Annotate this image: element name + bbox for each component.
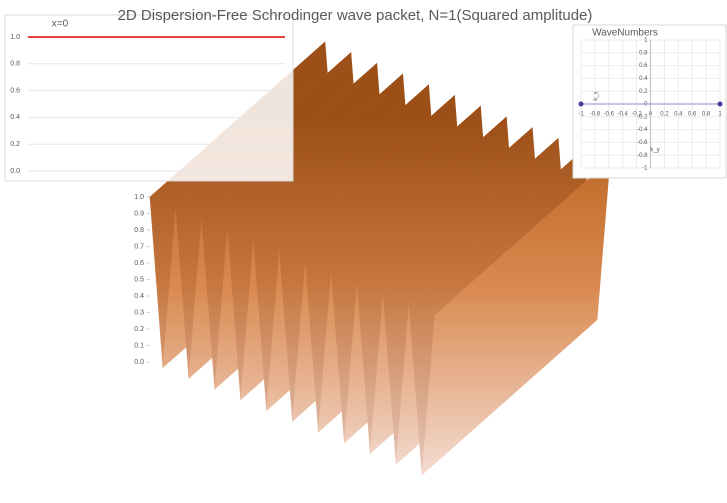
chart-title: 2D Dispersion-Free Schrodinger wave pack… bbox=[118, 7, 593, 24]
x-tick-label: -0.6 bbox=[604, 112, 615, 118]
y-tick-label: 1 bbox=[644, 38, 648, 44]
y-tick-label: 0.6 bbox=[639, 63, 648, 69]
x-tick-label: -0.8 bbox=[590, 112, 601, 118]
z-tick-label: 0.9 bbox=[134, 210, 144, 217]
z-tick-label: 0.8 bbox=[134, 227, 144, 234]
z-tick-label: 0.1 bbox=[134, 342, 144, 349]
y-tick-label: -0.4 bbox=[637, 127, 648, 133]
z-tick-label: 0.0 bbox=[134, 359, 144, 366]
y-tick-label: 0.2 bbox=[10, 141, 20, 148]
x-tick-label: 0.6 bbox=[688, 112, 697, 118]
z-tick-label: 0.5 bbox=[134, 276, 144, 283]
z-tick-label: 0.3 bbox=[134, 309, 144, 316]
x-tick-label: 0.4 bbox=[674, 112, 683, 118]
x-tick-label: 1 bbox=[718, 112, 722, 118]
y-tick-label: 0.4 bbox=[10, 114, 20, 121]
y-tick-label: -0.6 bbox=[637, 140, 648, 146]
y-tick-label: 0.8 bbox=[639, 50, 648, 56]
y-tick-label: 0.8 bbox=[10, 61, 20, 68]
y-tick-label: 0 bbox=[644, 102, 648, 108]
point bbox=[717, 101, 723, 107]
inset-title: x=0 bbox=[52, 19, 69, 30]
z-tick-label: 0.7 bbox=[134, 243, 144, 250]
x-tick-label: -1 bbox=[578, 112, 584, 118]
y-tick-label: -0.2 bbox=[637, 114, 648, 120]
y-axis-label: k_x bbox=[594, 91, 600, 100]
y-tick-label: 0.6 bbox=[10, 87, 20, 94]
y-tick-label: -1 bbox=[642, 166, 648, 172]
z-tick-label: 0.6 bbox=[134, 260, 144, 267]
x-tick-label: 0.2 bbox=[660, 112, 669, 118]
y-tick-label: 1.0 bbox=[10, 34, 20, 41]
inset-title: WaveNumbers bbox=[592, 28, 658, 39]
x-tick-label: -0.2 bbox=[631, 112, 642, 118]
z-tick-label: 1.0 bbox=[134, 194, 144, 201]
z-tick-label: 0.2 bbox=[134, 326, 144, 333]
y-tick-label: -0.8 bbox=[637, 153, 648, 159]
inset-frame bbox=[572, 24, 727, 179]
inset-frame bbox=[4, 14, 294, 182]
x-axis-label: k_y bbox=[650, 148, 659, 154]
point bbox=[578, 101, 584, 107]
y-tick-label: 0.0 bbox=[10, 168, 20, 175]
y-tick-label: 0.2 bbox=[639, 89, 648, 95]
z-tick-label: 0.4 bbox=[134, 293, 144, 300]
x-tick-label: -0.4 bbox=[618, 112, 629, 118]
x-tick-label: 0.8 bbox=[702, 112, 711, 118]
y-tick-label: 0.4 bbox=[639, 76, 648, 82]
